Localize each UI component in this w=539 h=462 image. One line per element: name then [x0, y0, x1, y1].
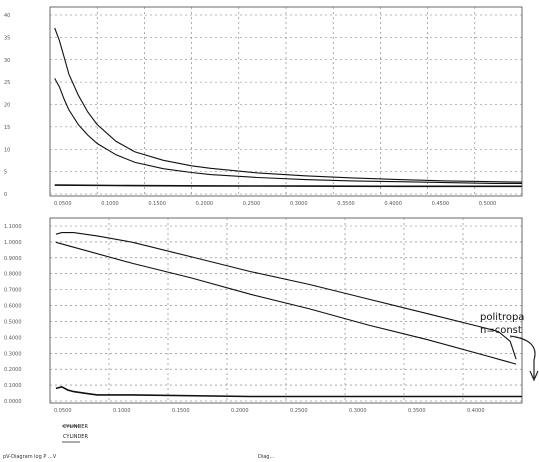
y-tick-label: 0.0000	[4, 399, 22, 405]
x-tick-label: 0.1500	[172, 408, 190, 414]
y-tick-label: 0.7000	[4, 288, 22, 294]
x-tick-label: 0.0500	[54, 408, 72, 414]
x-tick-label: 0.2000	[231, 408, 249, 414]
x-tick-label: 0.3500	[337, 201, 355, 207]
y-tick-label: 5	[4, 170, 7, 176]
series-line-2	[55, 241, 517, 365]
y-tick-label: 0.6000	[4, 304, 22, 310]
x-tick-label: 0.2000	[196, 201, 214, 207]
y-tick-label: 35	[4, 35, 10, 41]
annotation-line-1: politropa	[480, 312, 524, 323]
y-tick-label: 10	[4, 147, 10, 153]
bottom-chart: 0.0500 0.1000 0.1500 0.2000 0.2500 0.3000 0.35…	[4, 217, 523, 414]
footer-right: Diag...	[258, 454, 275, 460]
plot-frame	[49, 217, 523, 404]
politropa-annotation: politropa n=const	[480, 312, 539, 382]
series-line-1	[55, 232, 517, 360]
annotation-arrow-head	[529, 370, 539, 382]
y-tick-label: 0.5000	[4, 319, 22, 325]
y-tick-label: 1.0000	[4, 240, 22, 246]
y-tick-label: 1.1000	[4, 224, 22, 230]
footer-left: pV-Diagram log P ...V	[3, 454, 57, 460]
x-tick-label: 0.4000	[467, 408, 485, 414]
annotation-arrow-line	[509, 335, 536, 378]
x-tick-label: 0.1000	[113, 408, 131, 414]
annotation-line-2: n=const	[480, 325, 522, 336]
legend-label-1: CYLINDER	[63, 424, 88, 430]
series-line-3	[55, 385, 522, 398]
legend-label-2: CYLINDER	[63, 434, 88, 440]
y-tick-label: 0.9000	[4, 256, 22, 262]
x-tick-label: 0.1500	[148, 201, 166, 207]
x-tick-label: 0.2500	[290, 408, 308, 414]
y-tick-label: 0.1000	[4, 383, 22, 389]
x-tick-label: 0.4500	[432, 201, 450, 207]
y-tick-label: 40	[4, 13, 10, 19]
series-line-1	[54, 27, 523, 183]
x-tick-label: 0.3000	[349, 408, 367, 414]
top-chart: 0.0500 0.1000 0.1500 0.2000 0.2500 0.3000 0.35…	[4, 6, 523, 207]
x-tick-label: 0.1000	[101, 201, 119, 207]
y-tick-label: 0.2000	[4, 367, 22, 373]
x-tick-label: 0.2500	[243, 201, 260, 207]
y-tick-label: 15	[4, 125, 10, 131]
y-tick-label: 20	[4, 103, 10, 109]
x-tick-label: 0.0500	[54, 201, 72, 207]
x-tick-label: 0.3000	[290, 201, 308, 207]
y-tick-label: 0	[4, 192, 7, 198]
x-tick-label: 0.4000	[384, 201, 402, 207]
series-line-3	[54, 184, 522, 188]
y-tick-label: 25	[4, 80, 10, 86]
y-tick-label: 0.3000	[4, 351, 22, 357]
series-line-2	[54, 78, 522, 184]
legend: CYLINDER CYLINDER	[62, 424, 88, 443]
y-tick-label: 0.4000	[4, 335, 22, 341]
x-tick-label: 0.3500	[408, 408, 426, 414]
y-tick-label: 30	[4, 58, 10, 64]
x-tick-label: 0.5000	[479, 201, 497, 207]
y-tick-label: 0.8000	[4, 272, 22, 278]
